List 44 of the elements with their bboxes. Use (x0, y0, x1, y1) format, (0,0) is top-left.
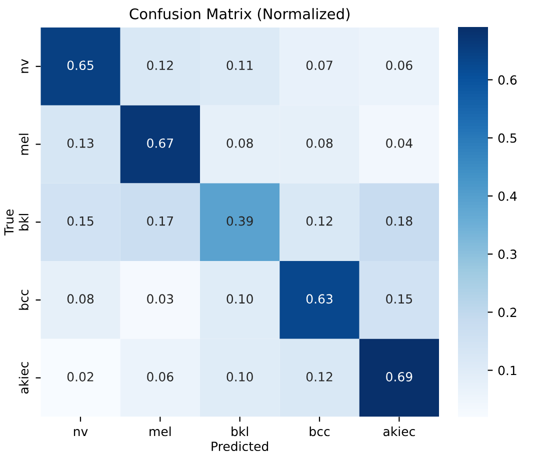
data-label: 0.08 (226, 138, 253, 148)
data-label: 0.18 (386, 216, 412, 226)
x-tick-label: mel (150, 426, 171, 436)
data-label: 0.12 (147, 60, 173, 70)
x-axis-title: Predicted (212, 441, 268, 452)
x-tick-label: akiec (383, 426, 415, 436)
data-label: 0.15 (67, 216, 94, 226)
data-label: 0.67 (147, 138, 174, 148)
y-axis-title: True (4, 210, 14, 236)
color-bar-label: 0.2 (498, 308, 516, 318)
y-tick-label: akiec (18, 362, 29, 394)
data-label: 0.04 (386, 138, 412, 148)
color-bar-label: 0.5 (498, 133, 516, 143)
color-bar-label: 0.1 (498, 366, 516, 376)
color-bar-label: 0.4 (498, 191, 517, 201)
data-label: 0.03 (147, 294, 174, 304)
data-label: 0.17 (147, 216, 174, 226)
data-label: 0.12 (306, 372, 332, 382)
y-tick-label: bcc (18, 290, 29, 310)
y-tick-label: bkl (18, 214, 29, 230)
data-label: 0.10 (226, 372, 253, 382)
data-label: 0.39 (226, 216, 253, 226)
data-label: 0.07 (306, 60, 332, 70)
data-label: 0.13 (67, 138, 94, 148)
data-label: 0.08 (67, 294, 94, 304)
data-label: 0.06 (386, 60, 412, 70)
color-bar-label: 0.6 (498, 75, 517, 85)
data-label: 0.15 (386, 294, 412, 304)
data-label: 0.02 (67, 372, 94, 382)
data-label: 0.06 (147, 372, 174, 382)
data-label: 0.63 (306, 294, 332, 304)
data-label: 0.12 (306, 216, 332, 226)
y-tick-label: mel (18, 134, 29, 155)
color-bar-label: 0.3 (498, 250, 516, 260)
data-label: 0.69 (386, 372, 412, 382)
x-tick-label: bcc (310, 426, 330, 436)
data-label: 0.11 (226, 60, 253, 70)
y-tick-label: nv (21, 59, 28, 73)
data-label: 0.10 (226, 294, 253, 304)
data-label: 0.65 (67, 60, 94, 70)
chart-title: Confusion Matrix (Normalized) (130, 8, 350, 22)
x-tick-label: nv (74, 429, 88, 436)
data-label: 0.08 (306, 138, 333, 148)
x-tick-label: bkl (232, 426, 248, 436)
